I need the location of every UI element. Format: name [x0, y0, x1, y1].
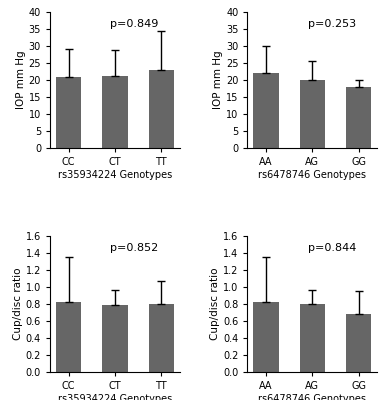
Bar — [346, 314, 372, 372]
X-axis label: rs6478746 Genotypes: rs6478746 Genotypes — [258, 170, 367, 180]
Bar — [149, 304, 174, 372]
X-axis label: rs35934224 Genotypes: rs35934224 Genotypes — [58, 170, 172, 180]
Y-axis label: Cup/disc ratio: Cup/disc ratio — [13, 268, 23, 340]
Text: p=0.253: p=0.253 — [308, 19, 356, 29]
Bar — [253, 73, 279, 148]
Y-axis label: Cup/disc ratio: Cup/disc ratio — [210, 268, 220, 340]
Bar — [253, 302, 279, 372]
Bar — [300, 304, 325, 372]
Bar — [102, 76, 128, 148]
Text: p=0.852: p=0.852 — [110, 243, 159, 253]
Bar — [300, 80, 325, 148]
X-axis label: rs35934224 Genotypes: rs35934224 Genotypes — [58, 394, 172, 400]
Bar — [56, 76, 81, 148]
Bar — [149, 70, 174, 148]
Y-axis label: IOP mm Hg: IOP mm Hg — [16, 51, 26, 109]
Bar — [102, 305, 128, 372]
Bar — [56, 302, 81, 372]
Text: p=0.844: p=0.844 — [308, 243, 356, 253]
Text: p=0.849: p=0.849 — [110, 19, 159, 29]
Bar — [346, 87, 372, 148]
X-axis label: rs6478746 Genotypes: rs6478746 Genotypes — [258, 394, 367, 400]
Y-axis label: IOP mm Hg: IOP mm Hg — [213, 51, 223, 109]
